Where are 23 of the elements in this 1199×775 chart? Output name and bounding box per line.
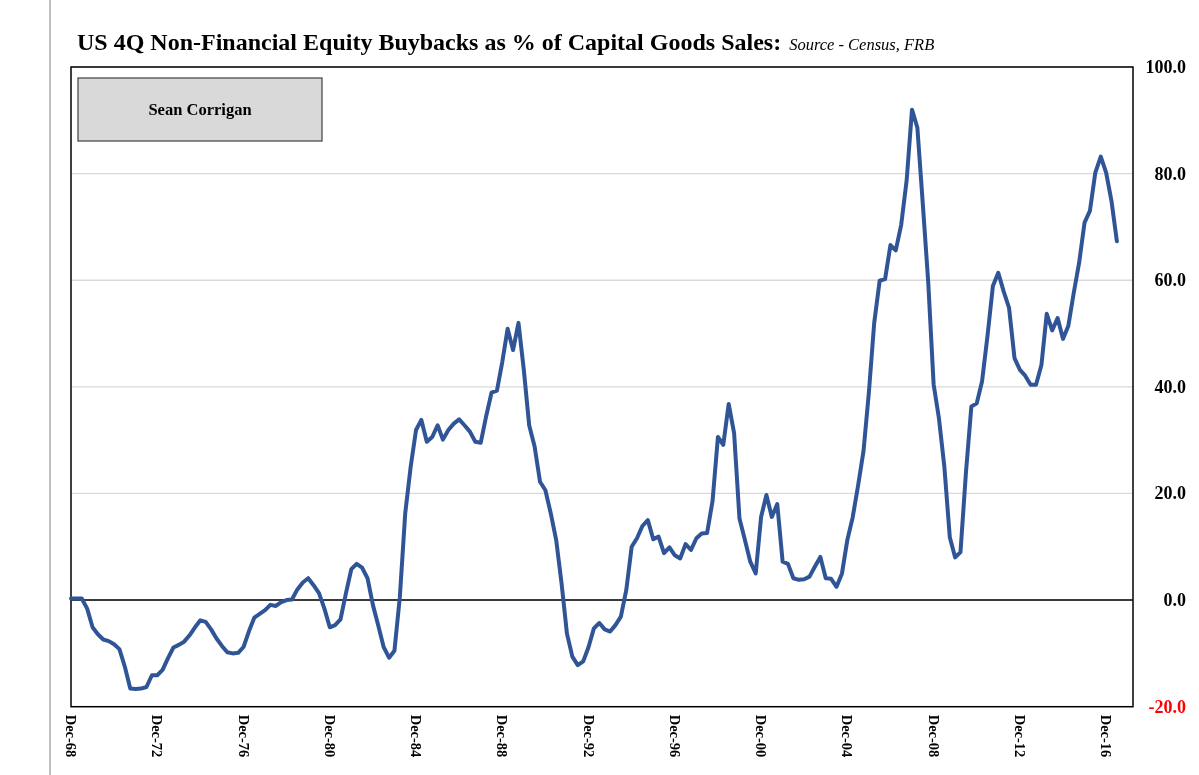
x-tick-label: Dec-96	[666, 714, 683, 758]
y-tick-label: 0.0	[1163, 590, 1186, 611]
y-tick-label: 60.0	[1154, 270, 1186, 291]
x-tick-label: Dec-84	[408, 714, 425, 758]
chart-title: US 4Q Non-Financial Equity Buybacks as % of Capital Goods Sales:	[77, 29, 782, 55]
y-tick-label: 80.0	[1154, 163, 1186, 184]
chart-subtitle: Source - Census, FRB	[789, 35, 935, 54]
x-tick-label: Dec-68	[63, 714, 79, 758]
y-tick-label: 40.0	[1154, 376, 1186, 397]
x-tick-label: Dec-08	[925, 714, 942, 758]
x-tick-label: Dec-12	[1011, 714, 1028, 758]
x-tick-label: Dec-04	[839, 714, 856, 758]
x-tick-label: Dec-76	[235, 714, 252, 758]
y-tick-label: -20.0	[1148, 696, 1186, 717]
y-tick-label: 20.0	[1154, 483, 1186, 504]
x-tick-label: Dec-00	[753, 714, 770, 758]
x-tick-label: Dec-88	[494, 714, 511, 758]
x-tick-label: Dec-16	[1098, 714, 1115, 758]
x-tick-label: Dec-92	[580, 714, 597, 758]
y-tick-label: 100.0	[1145, 57, 1186, 77]
x-tick-label: Dec-80	[321, 714, 338, 758]
x-tick-label: Dec-72	[149, 714, 166, 758]
annotation: Sean Corrigan	[148, 100, 252, 119]
